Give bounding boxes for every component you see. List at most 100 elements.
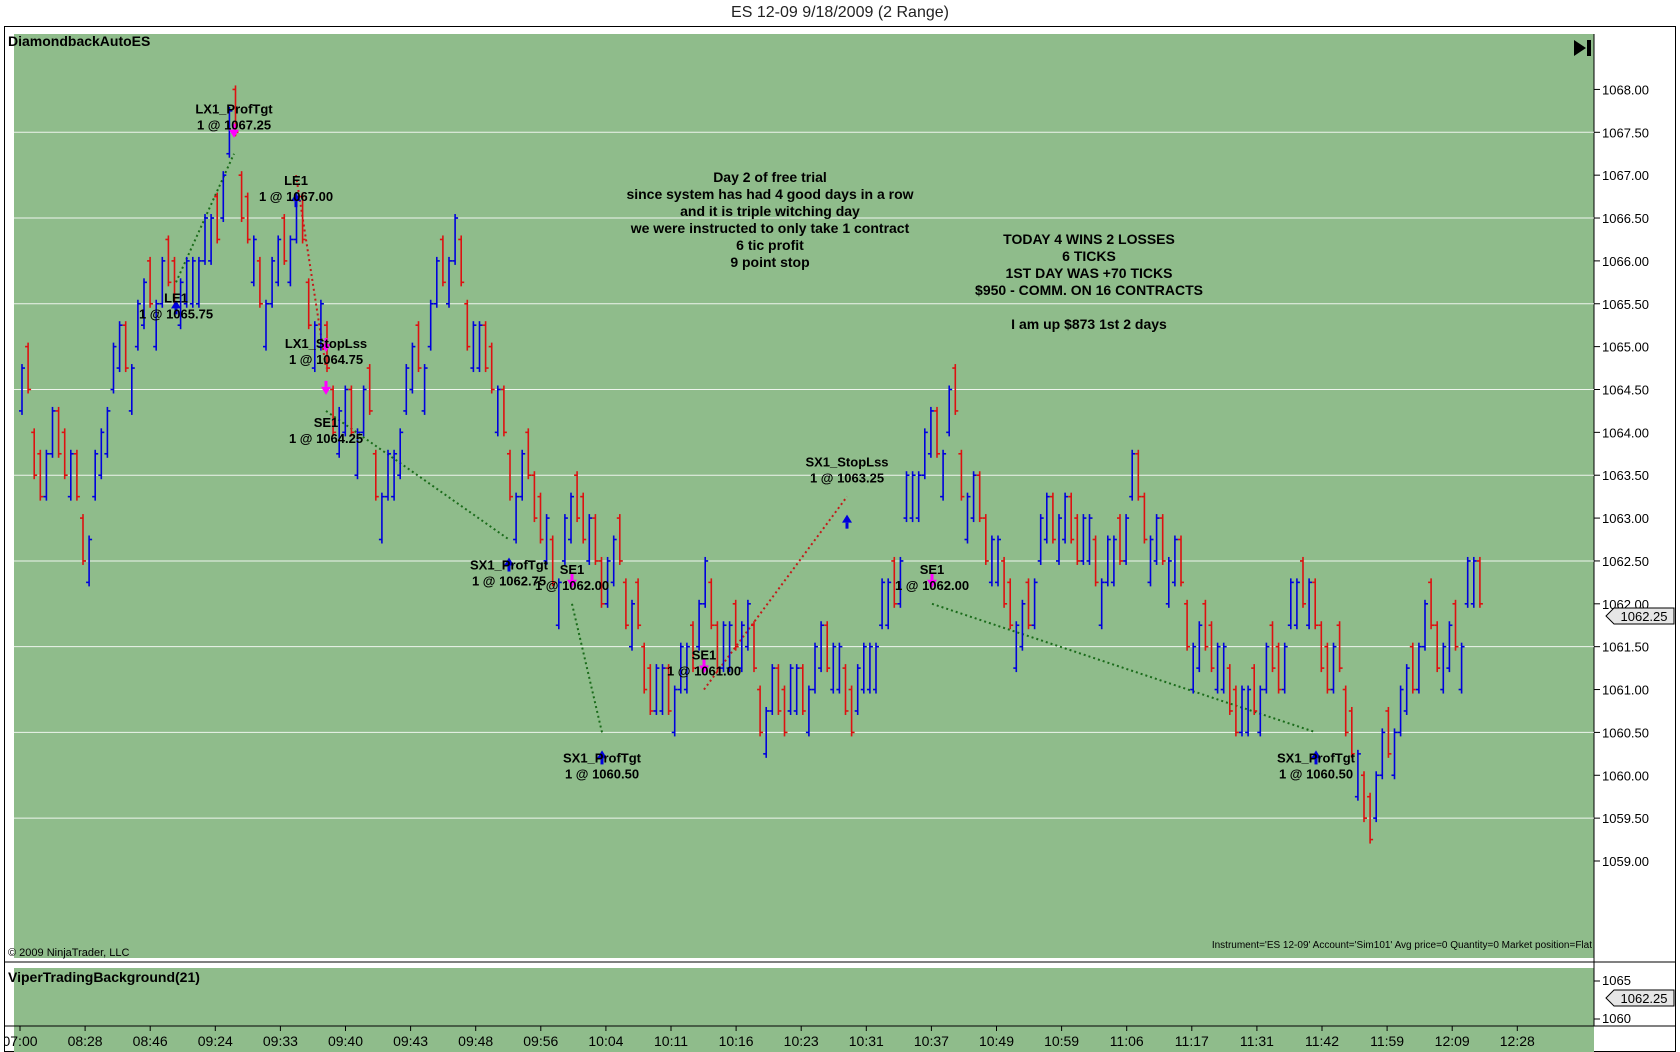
price-bar bbox=[1263, 642, 1270, 694]
price-bar bbox=[208, 214, 215, 265]
price-bar bbox=[1025, 578, 1032, 630]
x-tick-label: 09:24 bbox=[198, 1033, 233, 1049]
note-line: 6 tic profit bbox=[736, 237, 804, 253]
price-bar bbox=[488, 342, 495, 394]
price-bar bbox=[1409, 642, 1416, 694]
price-bar bbox=[1415, 642, 1422, 694]
price-bar bbox=[1434, 621, 1441, 673]
price-bar bbox=[1446, 621, 1453, 673]
last-price-badge: 1062.25 bbox=[1605, 607, 1675, 625]
price-bar bbox=[403, 364, 410, 415]
price-bar bbox=[525, 428, 532, 480]
price-bar bbox=[427, 299, 434, 351]
trade-marker-label: SE1 bbox=[920, 562, 945, 577]
price-bar bbox=[1397, 685, 1404, 737]
price-bar bbox=[409, 342, 416, 394]
trade-marker-label: SX1_ProfTgt bbox=[470, 558, 549, 573]
price-bar bbox=[738, 621, 745, 673]
trade-marker-price: 1 @ 1063.25 bbox=[810, 471, 884, 486]
price-bar bbox=[873, 642, 879, 694]
price-bar bbox=[1062, 492, 1069, 544]
copyright-text: © 2009 NinjaTrader, LLC bbox=[8, 947, 129, 959]
price-bar bbox=[1239, 685, 1245, 737]
x-tick-label: 10:49 bbox=[979, 1033, 1014, 1049]
price-bar bbox=[354, 428, 361, 480]
price-bar bbox=[1031, 578, 1038, 630]
trade-connector bbox=[325, 410, 510, 541]
price-bar bbox=[665, 664, 672, 715]
price-bar bbox=[238, 171, 245, 223]
price-bar bbox=[195, 256, 202, 308]
price-bar bbox=[299, 192, 306, 244]
down-arrow-icon bbox=[229, 129, 239, 138]
trade-connector bbox=[571, 603, 603, 733]
price-bar bbox=[500, 385, 507, 437]
instrument-status: Instrument='ES 12-09' Account='Sim101' A… bbox=[1212, 940, 1592, 951]
price-bar bbox=[305, 278, 312, 330]
price-bar bbox=[1104, 535, 1111, 587]
price-bar bbox=[1452, 599, 1459, 651]
price-bar bbox=[586, 514, 593, 565]
down-arrow-icon bbox=[567, 579, 577, 588]
price-bar bbox=[1464, 556, 1471, 608]
price-bar bbox=[244, 192, 251, 244]
x-tick-label: 10:31 bbox=[849, 1033, 884, 1049]
svg-text:1062.25: 1062.25 bbox=[1621, 609, 1668, 624]
y-tick-label: 1060.00 bbox=[1602, 768, 1649, 783]
price-bar bbox=[915, 471, 922, 523]
price-bar bbox=[812, 642, 818, 694]
price-bar bbox=[799, 664, 806, 715]
x-tick-label: 10:59 bbox=[1044, 1033, 1079, 1049]
price-bar bbox=[1306, 578, 1313, 630]
x-tick-label: 08:28 bbox=[68, 1033, 103, 1049]
y-tick-label: 1067.00 bbox=[1602, 168, 1649, 183]
price-bar bbox=[202, 214, 208, 265]
skip-to-end-button[interactable] bbox=[1574, 40, 1591, 56]
price-bar bbox=[1232, 685, 1239, 737]
y-tick-label: 1066.00 bbox=[1602, 254, 1649, 269]
price-bar bbox=[921, 428, 928, 480]
price-bar bbox=[897, 556, 904, 608]
price-bar bbox=[836, 642, 843, 694]
price-bar bbox=[793, 664, 800, 715]
price-bar bbox=[73, 449, 80, 501]
main-panel-background bbox=[14, 34, 1594, 958]
price-bar bbox=[1092, 535, 1099, 587]
price-bar bbox=[549, 535, 556, 587]
x-tick-label: 11:17 bbox=[1175, 1033, 1209, 1049]
note-line: we were instructed to only take 1 contra… bbox=[630, 220, 910, 236]
price-bar bbox=[1470, 556, 1477, 608]
price-bar bbox=[732, 599, 739, 651]
price-bar bbox=[452, 214, 459, 265]
price-bar bbox=[165, 235, 172, 287]
price-bar bbox=[86, 535, 93, 587]
price-chart[interactable]: 1068.00 1067.50 1067.00 1066.50 1066.00 1065.… bbox=[4, 26, 1676, 1052]
price-bar bbox=[1458, 642, 1465, 694]
price-bar bbox=[1190, 642, 1197, 694]
price-bar bbox=[1043, 492, 1050, 544]
price-bar bbox=[1324, 642, 1331, 694]
price-bar bbox=[1159, 514, 1166, 565]
trade-marker-label: LE1 bbox=[284, 173, 308, 188]
price-bar bbox=[1141, 492, 1148, 544]
price-bar bbox=[342, 385, 349, 437]
price-bar bbox=[122, 321, 129, 373]
price-bar bbox=[98, 428, 105, 480]
x-tick-label: 09:48 bbox=[458, 1033, 493, 1049]
price-bar bbox=[470, 321, 477, 373]
price-bar bbox=[1300, 556, 1306, 608]
price-bar bbox=[714, 621, 721, 673]
price-bar bbox=[1208, 621, 1215, 673]
price-bar bbox=[885, 578, 892, 630]
price-bar bbox=[49, 406, 56, 458]
y-tick-label: 1064.00 bbox=[1602, 425, 1649, 440]
price-bar bbox=[330, 385, 337, 437]
price-bar bbox=[421, 364, 428, 415]
